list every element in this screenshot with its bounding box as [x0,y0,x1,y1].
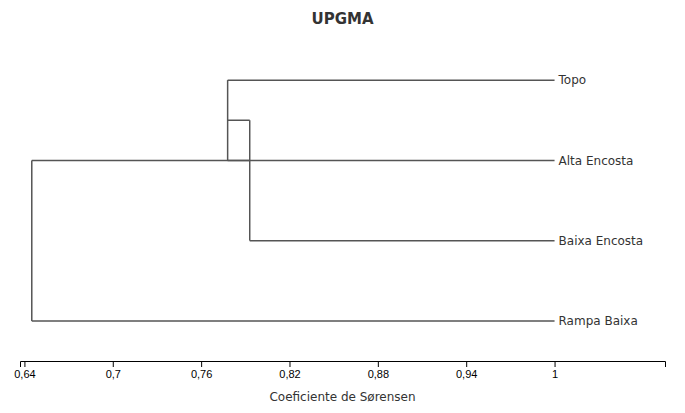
x-tick: 0,82 [279,361,300,380]
x-tick-label: 0,76 [191,368,212,380]
leaf-label: Rampa Baixa [559,314,638,328]
x-tick-mark [466,361,467,367]
cluster-link [32,160,250,162]
x-axis: 0,64 0,7 0,76 0,82 0,88 0,94 1 [14,361,665,380]
x-tick-mark [378,361,379,367]
x-axis-line [21,362,666,368]
leaf-link [228,79,555,81]
cluster-link [228,120,250,122]
merge-link [249,120,251,240]
leaf-link [228,160,555,162]
x-tick-mark [289,361,290,367]
x-tick-label: 0,82 [279,368,300,380]
x-tick-mark [201,361,202,367]
x-tick: 0,94 [456,361,477,380]
chart: 0,64 0,7 0,76 0,82 0,88 0,94 1 Coeficiente de S… [0,0,685,413]
merge-link [31,160,33,321]
title: UPGMA [311,10,373,28]
x-tick: 0,7 [106,361,121,380]
leaf-link [250,240,555,242]
x-tick-label: 0,7 [106,368,121,380]
x-tick-label: 0,88 [368,368,389,380]
x-tick-mark [555,361,556,367]
leaf-labels: Rampa Baixa Baixa Encosta Alta Encosta Topo [558,73,644,328]
leaf-label: Alta Encosta [559,154,634,168]
x-tick-mark [113,361,114,367]
x-tick: 1 [552,361,558,380]
leaf-link [32,320,555,322]
x-tick: 0,76 [191,361,212,380]
x-tick: 0,64 [14,361,35,380]
dendrogram-links [32,80,555,321]
leaf-label: Baixa Encosta [559,234,644,248]
x-tick-label: 0,64 [14,368,35,380]
x-tick-label: 0,94 [456,368,477,380]
leaf-label: Topo [558,73,587,87]
x-tick-mark [24,361,25,367]
plot: 0,64 0,7 0,76 0,82 0,88 0,94 1 Coeficiente de S… [14,73,665,404]
x-axis-title: Coeficiente de Sørensen [269,390,415,404]
x-tick: 0,88 [368,361,389,380]
x-tick-label: 1 [552,368,558,380]
